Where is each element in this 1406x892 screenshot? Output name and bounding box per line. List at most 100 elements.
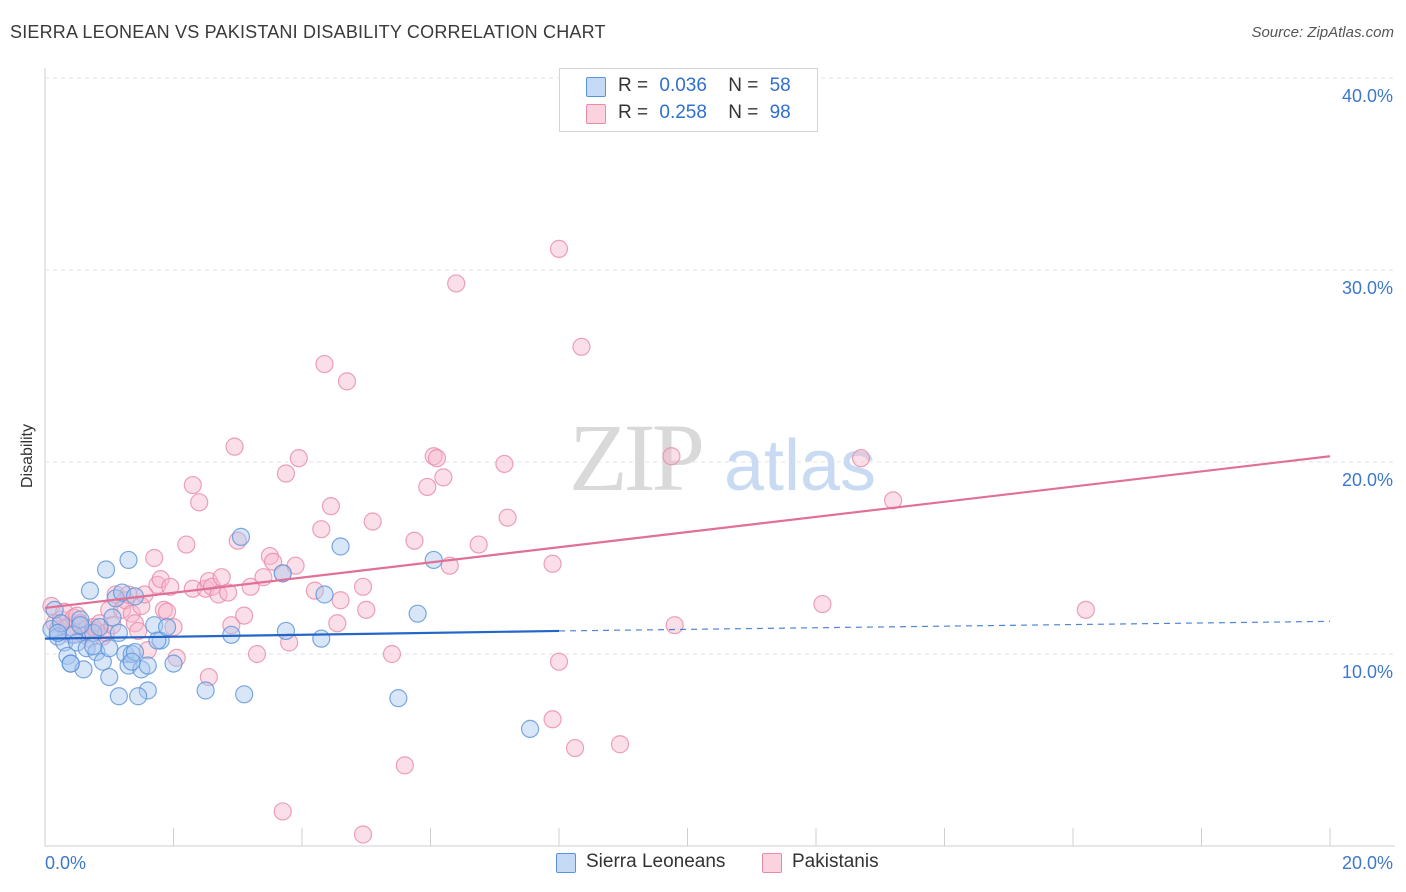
data-point <box>389 689 408 708</box>
data-point <box>51 614 71 633</box>
r-label: R = <box>618 75 649 96</box>
data-point <box>312 520 331 539</box>
data-point <box>315 585 334 604</box>
data-point <box>312 629 331 648</box>
data-point <box>260 546 279 566</box>
data-point <box>447 274 466 293</box>
data-point <box>183 475 202 495</box>
series-sierra-leoneans <box>42 527 540 738</box>
data-point <box>395 756 414 775</box>
data-point <box>498 508 517 527</box>
data-point <box>151 570 170 589</box>
data-point <box>549 239 569 258</box>
data-point <box>549 652 569 671</box>
data-point <box>196 681 215 700</box>
data-point <box>129 621 148 641</box>
data-point <box>109 687 128 706</box>
data-point <box>235 685 254 704</box>
data-point <box>565 738 585 758</box>
n-value: 58 <box>769 75 791 96</box>
legend-swatch-blue <box>586 77 606 97</box>
data-point <box>520 719 540 738</box>
n-label: N = <box>728 102 759 123</box>
data-point <box>225 437 244 456</box>
data-point <box>212 568 231 587</box>
x-tick-label: 0.0% <box>45 853 86 873</box>
data-point <box>199 667 218 687</box>
data-point <box>138 656 157 675</box>
data-point <box>235 606 254 625</box>
legend-swatch-blue <box>556 853 576 873</box>
data-point <box>495 454 514 474</box>
data-point <box>315 354 334 374</box>
data-point <box>90 618 109 637</box>
data-point <box>543 554 562 573</box>
data-point <box>84 637 103 656</box>
data-point <box>434 468 453 487</box>
data-point <box>247 644 267 664</box>
trend-lines <box>44 455 1331 640</box>
data-point <box>289 449 308 468</box>
n-value: 98 <box>769 102 791 123</box>
source-credit: Source: ZipAtlas.com <box>1251 24 1394 41</box>
data-point <box>80 581 100 600</box>
legend-swatch-pink <box>762 853 782 873</box>
data-point <box>190 493 209 512</box>
series-pakistanis <box>42 239 1095 844</box>
data-point <box>161 577 180 596</box>
data-point <box>424 550 443 570</box>
x-tick-label: 20.0% <box>1342 853 1393 873</box>
data-point <box>109 623 128 642</box>
data-point <box>164 654 183 673</box>
data-point <box>572 337 591 356</box>
data-point <box>71 616 90 635</box>
data-point <box>61 654 80 673</box>
n-label: N = <box>728 75 759 96</box>
data-point <box>129 687 148 706</box>
data-point <box>273 564 292 583</box>
data-point <box>100 639 119 658</box>
data-point <box>122 644 141 664</box>
data-point <box>145 548 164 568</box>
data-point <box>167 648 186 667</box>
data-point <box>424 447 443 466</box>
data-point <box>363 512 382 531</box>
data-point <box>157 618 177 637</box>
data-point <box>48 623 67 642</box>
r-value: 0.258 <box>659 102 707 123</box>
watermark: ZIP atlas <box>569 404 876 511</box>
data-point <box>305 581 324 600</box>
data-point <box>71 610 90 629</box>
data-point <box>353 825 373 844</box>
data-point <box>418 477 437 497</box>
data-point <box>427 449 447 468</box>
data-point <box>321 497 341 516</box>
y-tick-label: 40.0% <box>1342 86 1393 106</box>
data-point <box>103 608 122 627</box>
y-tick-label: 20.0% <box>1342 470 1393 490</box>
data-point <box>357 600 376 619</box>
y-axis-label: Disability <box>19 423 36 489</box>
data-point <box>331 591 350 610</box>
r-label: R = <box>618 102 649 123</box>
data-point <box>125 642 145 662</box>
data-point <box>328 614 347 633</box>
chart-title: SIERRA LEONEAN VS PAKISTANI DISABILITY C… <box>10 22 606 42</box>
data-point <box>177 535 196 554</box>
data-point <box>469 535 488 554</box>
trend-line-sierra-leoneans <box>44 629 560 640</box>
data-point <box>122 604 141 623</box>
data-point <box>219 583 238 602</box>
data-point <box>851 449 871 468</box>
legend-swatch-pink <box>586 104 606 124</box>
axes <box>44 68 1395 847</box>
data-point <box>96 560 116 579</box>
data-point <box>276 464 296 483</box>
data-point <box>138 681 157 700</box>
data-point <box>610 735 630 754</box>
data-point <box>405 531 424 550</box>
data-point <box>222 616 241 635</box>
legend-label: Pakistanis <box>792 851 879 872</box>
data-point <box>276 621 296 641</box>
